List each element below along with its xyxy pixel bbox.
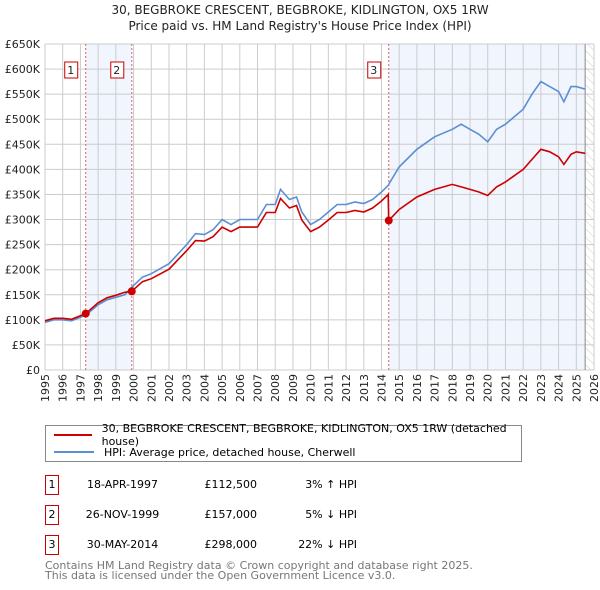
shaded-range <box>85 44 132 370</box>
transaction-hpi-diff: 5% ↓ HPI <box>305 508 357 521</box>
sale-badge-box <box>64 61 79 79</box>
x-tick-label: 1995 <box>39 374 52 402</box>
x-tick-label: 2017 <box>429 374 442 402</box>
legend-swatch-blue <box>54 451 94 453</box>
marker-badge: 1 <box>45 475 59 495</box>
x-tick-label: 2011 <box>322 374 335 402</box>
legend-item-hpi: HPI: Average price, detached house, Cher… <box>54 444 355 460</box>
sale-badge-box <box>110 61 125 79</box>
x-tick-label: 2004 <box>198 374 211 402</box>
y-tick-label: £400K <box>5 163 41 176</box>
sale-point <box>384 216 393 225</box>
y-tick-label: £200K <box>5 264 41 277</box>
y-tick-label: £500K <box>5 113 41 126</box>
y-tick-label: £0 <box>26 364 40 377</box>
y-tick-label: £50K <box>12 339 41 352</box>
x-tick-label: 2015 <box>393 374 406 402</box>
x-tick-label: 2025 <box>570 374 583 402</box>
sale-badge-label: 1 <box>67 64 74 77</box>
sale-badge-label: 3 <box>370 64 377 77</box>
transaction-hpi-diff: 22% ↓ HPI <box>298 538 357 551</box>
y-tick-label: £600K <box>5 63 41 76</box>
footer-licence: This data is licensed under the Open Gov… <box>45 569 396 582</box>
x-tick-label: 2010 <box>305 374 318 402</box>
legend: 30, BEGBROKE CRESCENT, BEGBROKE, KIDLING… <box>45 422 522 462</box>
transaction-hpi-diff: 3% ↑ HPI <box>305 478 357 491</box>
x-tick-label: 2002 <box>163 374 176 402</box>
x-tick-label: 2001 <box>145 374 158 402</box>
forecast-hatch <box>585 44 594 370</box>
sale-point <box>81 309 90 318</box>
legend-swatch-red <box>54 434 92 436</box>
x-tick-label: 2006 <box>234 374 247 402</box>
x-tick-label: 2022 <box>517 374 530 402</box>
footer-copyright: Contains HM Land Registry data © Crown c… <box>45 559 473 572</box>
y-tick-label: £100K <box>5 314 41 327</box>
x-tick-label: 2014 <box>375 374 388 402</box>
transaction-price: £112,500 <box>204 478 258 491</box>
y-tick-label: £300K <box>5 214 41 227</box>
legend-label: HPI: Average price, detached house, Cher… <box>104 445 356 459</box>
chart-subtitle: Price paid vs. HM Land Registry's House … <box>128 19 472 33</box>
sale-point <box>127 287 136 296</box>
legend-item-property: 30, BEGBROKE CRESCENT, BEGBROKE, KIDLING… <box>54 422 521 448</box>
x-tick-label: 2018 <box>446 374 459 402</box>
x-tick-label: 2012 <box>340 374 353 402</box>
x-tick-label: 2019 <box>464 374 477 402</box>
sale-marker-badge: 2 <box>110 61 125 79</box>
x-tick-label: 1998 <box>92 374 105 402</box>
y-tick-label: £350K <box>5 188 41 201</box>
x-tick-label: 2000 <box>128 374 141 402</box>
y-tick-label: £250K <box>5 239 41 252</box>
sale-marker-badge: 3 <box>367 61 382 79</box>
sale-badge-label: 2 <box>113 64 120 77</box>
x-tick-label: 2005 <box>216 374 229 402</box>
x-tick-label: 2026 <box>588 374 600 402</box>
marker-badge: 3 <box>45 535 59 555</box>
sale-badge-box <box>367 61 382 79</box>
transaction-price: £157,000 <box>204 508 258 521</box>
x-tick-label: 2008 <box>269 374 282 402</box>
x-tick-label: 2021 <box>499 374 512 402</box>
x-tick-label: 2003 <box>181 374 194 402</box>
x-tick-label: 2007 <box>252 374 265 402</box>
x-tick-label: 2023 <box>535 374 548 402</box>
y-tick-label: £150K <box>5 289 41 302</box>
legend-label: 30, BEGBROKE CRESCENT, BEGBROKE, KIDLING… <box>101 422 507 448</box>
x-tick-label: 1996 <box>57 374 70 402</box>
transaction-price: £298,000 <box>204 538 258 551</box>
x-tick-label: 1999 <box>110 374 123 402</box>
x-tick-label: 2024 <box>553 374 566 402</box>
y-tick-label: £450K <box>5 138 41 151</box>
x-tick-label: 2020 <box>482 374 495 402</box>
x-tick-label: 2009 <box>287 374 300 402</box>
x-tick-label: 2016 <box>411 374 424 402</box>
chart-title: 30, BEGBROKE CRESCENT, BEGBROKE, KIDLING… <box>111 3 489 17</box>
y-tick-label: £650K <box>5 38 41 51</box>
marker-badge: 2 <box>45 505 59 525</box>
transaction-date: 18-APR-1997 <box>86 478 159 491</box>
y-tick-label: £550K <box>5 88 41 101</box>
shaded-range <box>388 44 586 370</box>
transaction-date: 26-NOV-1999 <box>85 508 160 521</box>
x-tick-label: 1997 <box>74 374 87 402</box>
sale-marker-badge: 1 <box>64 61 79 79</box>
transaction-date: 30-MAY-2014 <box>86 538 159 551</box>
price-chart: £0 £50K £100K £150K £200K £250K £300K £350K £400… <box>5 38 600 402</box>
x-tick-label: 2013 <box>358 374 371 402</box>
